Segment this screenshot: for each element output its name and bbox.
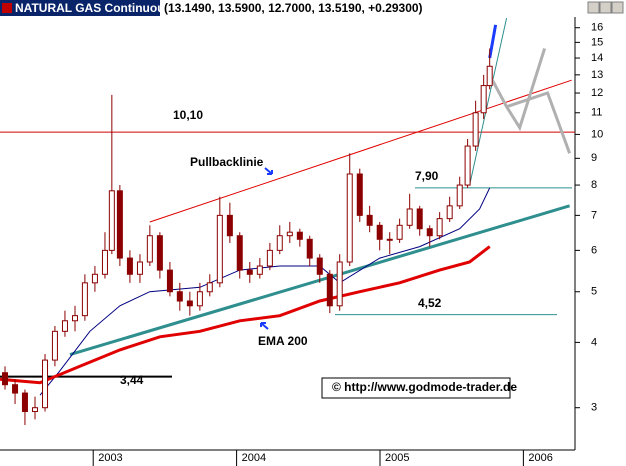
candle-body [446,205,453,220]
candle-body [176,291,183,302]
y-tick-label: 5 [591,286,597,298]
candle-body [336,261,343,307]
candle-body [116,190,123,259]
chart-title: NATURAL GAS Continuous [15,1,172,15]
candle-body [61,320,68,332]
level-label: 4,52 [418,296,442,310]
candle-body [346,173,353,263]
title-highlight [0,0,160,16]
candle-body [206,282,213,293]
y-tick-label: 9 [591,152,597,164]
candle-body [256,265,263,275]
candle-body [108,190,115,251]
y-tick-label: 16 [591,22,603,34]
candle-body [216,214,223,284]
x-tick-label: 2005 [385,452,409,464]
y-tick-label: 12 [591,87,603,99]
close-button[interactable] [611,1,624,14]
candle-body [464,145,471,186]
candle-body [356,173,363,216]
candle-body [21,392,28,413]
candle-body [166,269,173,293]
candle-body [416,208,423,230]
projection-line [490,48,547,132]
annotation: Pullbacklinie [190,155,264,169]
candle-body [136,261,143,275]
y-tick-label: 8 [591,179,597,191]
candle-body [266,249,273,267]
moving-average [0,245,491,385]
y-tick-label: 11 [591,107,602,119]
candle-body [71,315,78,322]
candle-body [12,384,19,394]
candle-body [326,273,333,307]
x-tick-label: 2004 [242,452,266,464]
level-label: 3,44 [120,373,144,387]
candle-body [396,224,403,240]
moving-average [39,187,491,396]
candle-body [42,359,49,409]
candle-body [101,249,108,275]
candle-body [296,231,303,240]
candle-body [186,300,193,307]
y-tick-label: 14 [591,52,603,64]
maximize-button[interactable] [599,1,612,14]
y-tick-label: 15 [591,36,603,48]
candle-body [126,257,133,275]
y-tick-label: 4 [591,336,597,348]
window-buttons [587,1,624,14]
candle-body [306,238,313,259]
x-tick-label: 2006 [528,452,552,464]
candle-body [81,282,88,317]
candle-body [456,184,463,207]
trend-line [488,24,498,59]
candle-body [91,273,98,284]
annotation: © http://www.godmode-trader.de [332,380,517,394]
level-label: 10,10 [173,108,203,122]
minimize-button[interactable] [587,1,600,14]
candle-body [196,291,203,307]
candle-body [2,372,9,386]
candle-body [156,235,163,271]
y-tick-label: 3 [591,402,597,414]
candle-body [486,65,493,87]
candle-body [276,235,283,251]
candle-body [246,269,253,275]
candle-body [376,224,383,240]
y-tick-label: 10 [591,128,603,140]
candle-body [236,235,243,271]
arrow-icon [264,167,273,175]
chart-icon [2,3,12,13]
candle-body [386,238,393,241]
candle-body [472,112,479,147]
x-tick-label: 2003 [98,452,122,464]
annotation: EMA 200 [258,334,308,348]
candle-body [406,208,413,226]
level-label: 7,90 [415,169,439,183]
candle-body [286,231,293,237]
candle-body [366,214,373,226]
trend-line [469,17,508,186]
candle-body [426,228,433,237]
arrow-icon [260,322,269,330]
quote: (13.1490, 13.5900, 12.7000, 13.5190, +0.… [164,1,423,15]
copyright-box [321,377,511,399]
y-tick-label: 13 [591,69,603,81]
candle-body [480,85,487,114]
y-tick-label: 7 [591,209,597,221]
y-tick-label: 6 [591,244,597,256]
candle-body [316,257,323,275]
projection-line [506,91,572,154]
candle-body [51,330,58,361]
candle-body [146,235,153,263]
candle-body [436,218,443,237]
candle-body [226,214,233,237]
candle-body [31,407,38,413]
